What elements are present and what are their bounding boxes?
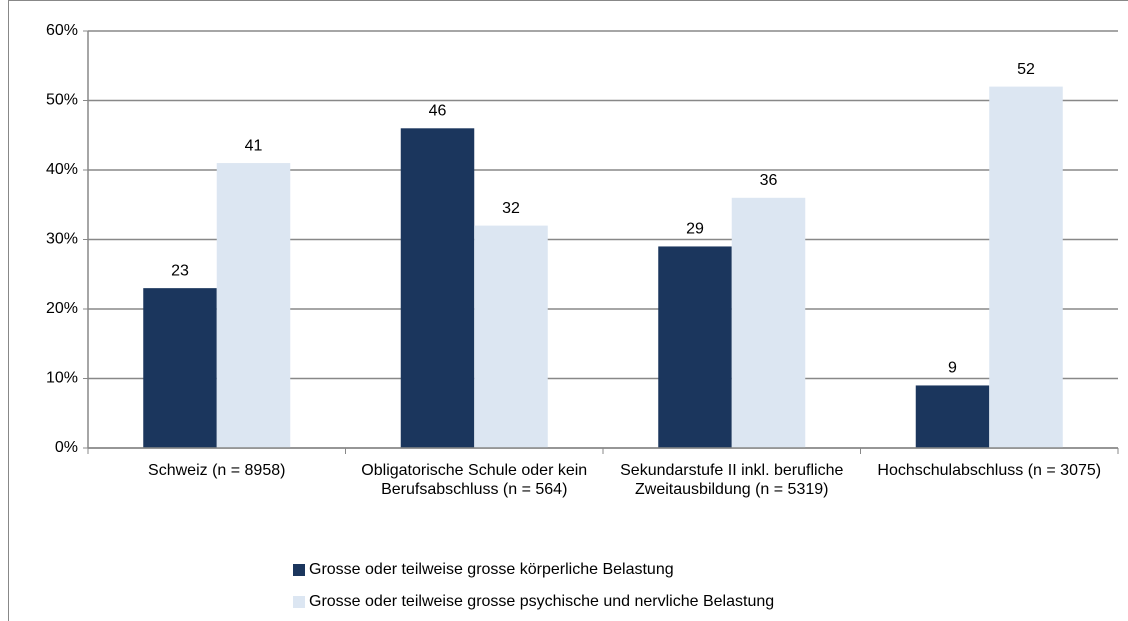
data-label: 29 [686, 221, 704, 238]
legend-label: Grosse oder teilweise grosse körperliche… [309, 561, 674, 578]
y-tick-label: 50% [46, 92, 78, 109]
y-tick-label: 60% [46, 22, 78, 39]
bar [143, 288, 217, 448]
legend-swatch [293, 596, 305, 608]
y-tick-label: 40% [46, 161, 78, 178]
x-tick-label: Obligatorische Schule oder kein Berufsab… [361, 462, 588, 498]
y-tick-label: 10% [46, 370, 78, 387]
bar [915, 385, 990, 448]
x-tick-label: Schweiz (n = 8958) [148, 462, 286, 479]
bar [989, 86, 1063, 448]
data-label: 41 [245, 137, 263, 154]
y-tick-label: 30% [46, 231, 78, 248]
bar [731, 197, 806, 448]
legend-swatch [293, 564, 305, 576]
bar [216, 163, 291, 449]
y-tick-label: 0% [55, 439, 78, 456]
bar [658, 246, 732, 448]
data-label: 52 [1017, 61, 1035, 78]
chart-frame [8, 0, 1128, 621]
legend-label: Grosse oder teilweise grosse psychische … [309, 593, 774, 610]
x-tick-label: Hochschulabschluss (n = 3075) [877, 462, 1102, 479]
data-label: 9 [948, 360, 957, 377]
data-label: 46 [429, 103, 447, 120]
data-label: 23 [171, 262, 189, 279]
bar [400, 128, 475, 449]
x-tick-label: Sekundarstufe II inkl. berufliche Zweita… [620, 462, 844, 498]
y-tick-label: 20% [46, 300, 78, 317]
data-label: 32 [502, 200, 520, 217]
data-label: 36 [760, 172, 778, 189]
bar [474, 225, 548, 448]
